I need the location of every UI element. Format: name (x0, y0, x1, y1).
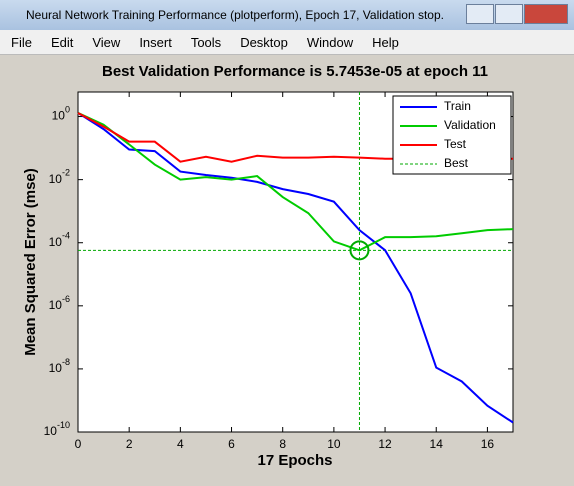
series-line (77, 112, 514, 252)
menu-item[interactable]: Edit (50, 34, 74, 50)
menu-item[interactable]: View (92, 34, 121, 50)
chart-title: Best Validation Performance is 5.7453e-0… (102, 63, 488, 80)
x-tick-label: 16 (481, 437, 495, 451)
title-bar: Neural Network Training Performance (plo… (0, 0, 574, 30)
x-tick-label: 10 (327, 437, 341, 451)
x-axis-label: 17 Epochs (257, 452, 332, 469)
y-tick-label: 10-8 (49, 357, 70, 375)
legend-label: Best (444, 156, 469, 170)
menu-item[interactable]: Help (372, 34, 399, 50)
menu-bar: File Edit View Insert Tools Desktop Window Help (0, 30, 574, 55)
x-tick-label: 4 (177, 437, 184, 451)
x-tick-label: 8 (279, 437, 286, 451)
x-tick-label: 6 (228, 437, 235, 451)
x-tick-label: 14 (430, 437, 444, 451)
legend (392, 95, 512, 175)
y-tick-label: 10-10 (44, 420, 70, 438)
y-axis-label: Mean Squared Error (mse) (22, 168, 39, 356)
x-tick-label: 12 (378, 437, 392, 451)
x-tick-label: 2 (126, 437, 133, 451)
window-title: Neural Network Training Performance (plo… (26, 8, 444, 22)
maximize[interactable] (495, 4, 523, 24)
y-tick-label: 10-4 (49, 231, 70, 249)
series-line (77, 112, 514, 424)
menu-item[interactable]: Tools (190, 34, 222, 50)
legend-label: Validation (444, 118, 496, 132)
legend-label: Train (444, 99, 471, 113)
menu-item[interactable]: Desktop (240, 34, 288, 50)
best-marker (349, 240, 370, 261)
y-tick-label: 10-6 (49, 294, 70, 312)
y-tick-label: 100 (52, 105, 70, 123)
chart: Best Validation Performance is 5.7453e-0… (22, 63, 514, 469)
menu-item[interactable]: Insert (139, 34, 172, 50)
y-tick-label: 10-2 (49, 168, 70, 186)
legend-label: Test (444, 137, 467, 151)
menu-item[interactable]: File (11, 34, 32, 50)
x-tick-label: 0 (75, 437, 82, 451)
close[interactable] (524, 4, 568, 24)
menu-item[interactable]: Window (306, 34, 354, 50)
minimize[interactable] (466, 4, 494, 24)
